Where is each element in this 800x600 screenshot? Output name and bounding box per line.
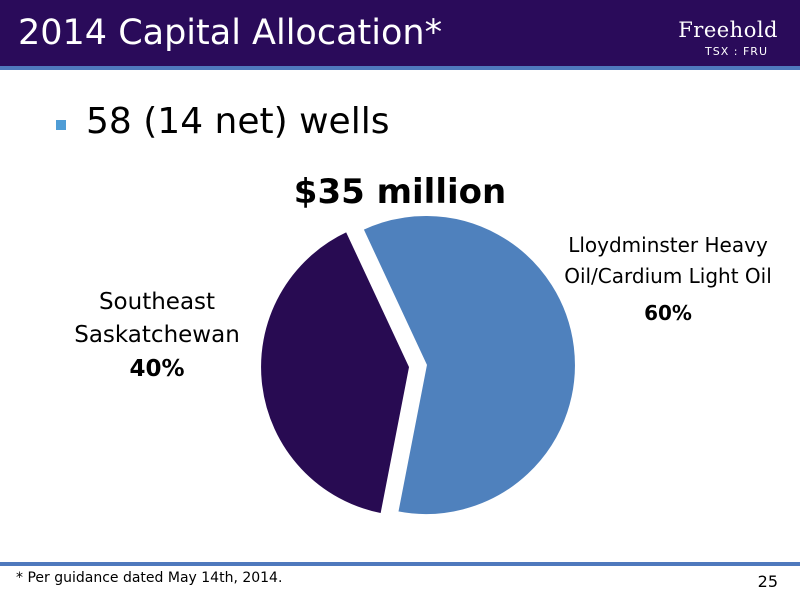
page-number: 25 [757,572,778,591]
ticker-symbol: TSX : FRU [705,45,768,58]
slide-title: 2014 Capital Allocation* [18,13,443,53]
slice-label-saskatchewan: Southeast Saskatchewan 40% [52,286,262,386]
title-bar: 2014 Capital Allocation* Freehold TSX : … [0,0,800,66]
footnote: * Per guidance dated May 14th, 2014. [16,570,283,586]
slice-percent-saskatchewan: 40% [129,355,185,382]
slice-label-lloydminster: Lloydminster Heavy Oil/Cardium Light Oil… [550,230,786,329]
company-logo: Freehold [678,18,778,42]
footer-divider [0,562,800,566]
slice-label-line: Lloydminster Heavy [568,233,768,257]
slice-label-line: Oil/Cardium Light Oil [564,264,772,288]
chart-title: $35 million [293,172,507,212]
bullet-marker [56,120,66,130]
slice-percent-lloydminster: 60% [644,301,692,325]
bullet-text: 58 (14 net) wells [86,101,390,142]
header-divider [0,66,800,70]
slice-label-line: Southeast [98,289,216,315]
slice-label-line: Saskatchewan [74,322,240,349]
pie-slice-southeast [259,229,412,516]
pie-slice-lloydminster [361,214,577,517]
